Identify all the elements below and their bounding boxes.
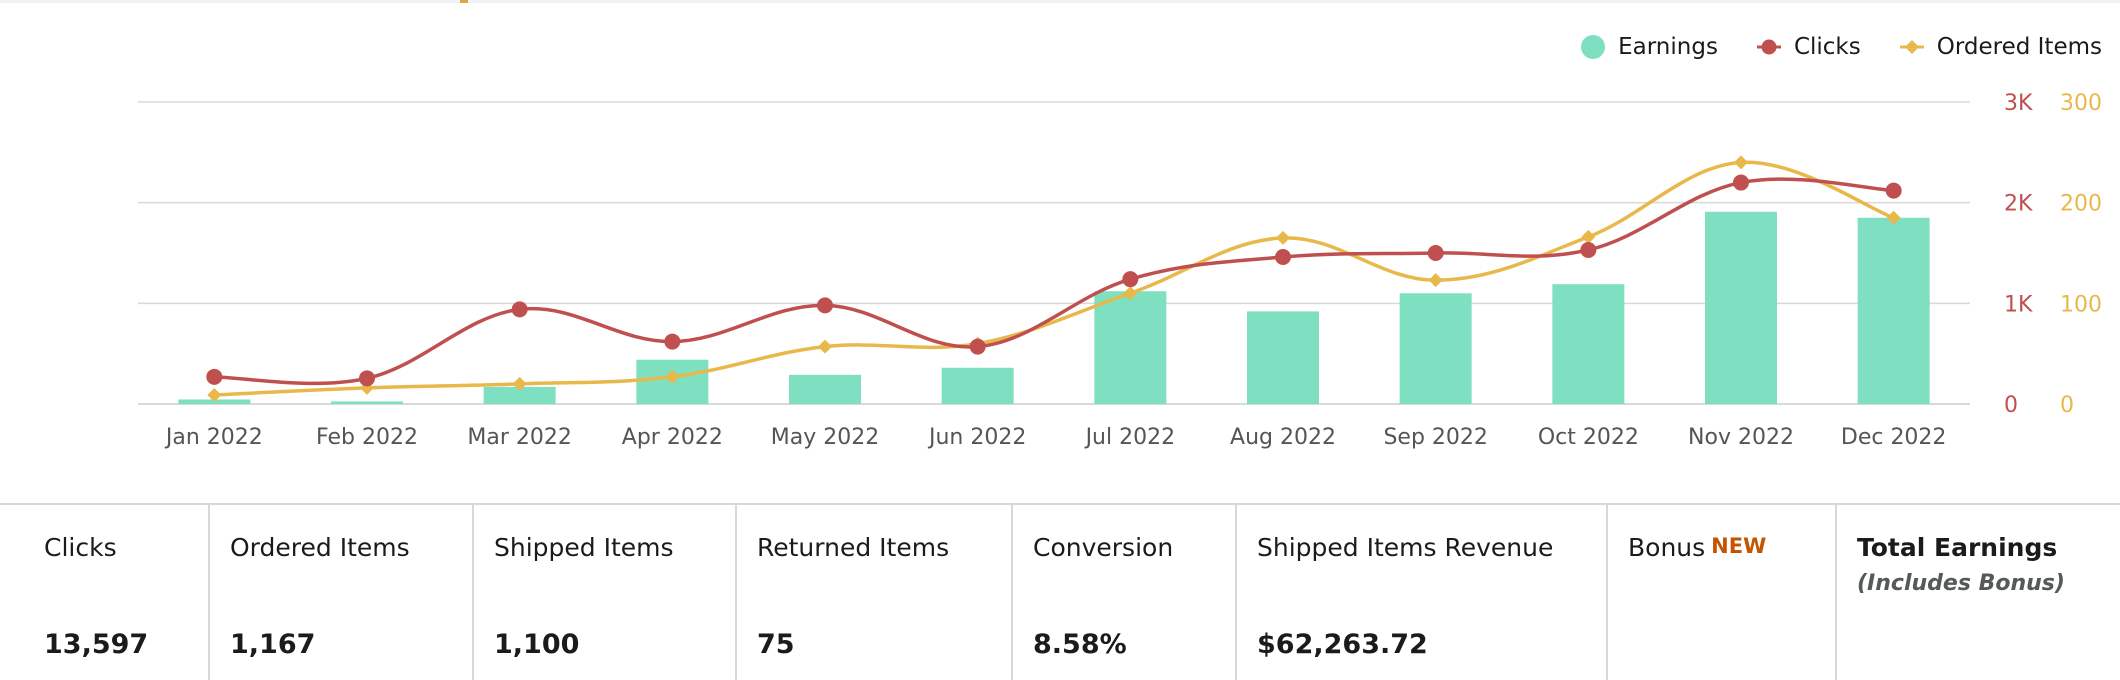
x-axis-tick-label: Feb 2022 (316, 425, 418, 450)
earnings-bar (941, 367, 1014, 404)
ordered-items-point (665, 369, 680, 384)
stats-summary-row: Clicks 13,597 Ordered Items 1,167 Shippe… (0, 503, 2120, 680)
earnings-bar (483, 386, 556, 404)
earnings-bar (1247, 311, 1319, 404)
x-axis-tick-label: Jan 2022 (164, 425, 263, 450)
earnings-bars (178, 211, 1930, 404)
x-axis-tick-label: Sep 2022 (1383, 425, 1487, 450)
clicks-axis-tick: 1K (2004, 292, 2033, 317)
ordered-items-axis-tick: 200 (2060, 192, 2102, 217)
ordered-items-axis-tick: 100 (2060, 292, 2102, 317)
clicks-point (1733, 174, 1749, 191)
clicks-legend-marker (1756, 34, 1782, 60)
stat-bonus[interactable]: Bonus NEW (1608, 505, 1837, 680)
stat-shipped-items[interactable]: Shipped Items 1,100 (474, 505, 737, 680)
clicks-point (1427, 245, 1444, 261)
earnings-bar (331, 401, 403, 404)
clicks-point (511, 301, 528, 318)
stat-value: $62,263.72 (1257, 629, 1428, 660)
ordered-items-point (512, 376, 527, 391)
x-axis-tick-label: Apr 2022 (622, 425, 723, 450)
stat-sublabel: (Includes Bonus) (1857, 571, 2065, 596)
legend-label-ordered-items: Ordered Items (1936, 34, 2102, 60)
earnings-bar (1857, 217, 1930, 404)
x-axis-tick-label: Aug 2022 (1230, 425, 1336, 450)
stat-label: Ordered Items (230, 533, 410, 562)
ordered-items-point (818, 339, 832, 354)
stat-value: 1,167 (230, 629, 316, 660)
ordered-items-line (214, 160, 1895, 397)
earnings-bar (789, 374, 861, 404)
legend-label-earnings: Earnings (1618, 34, 1718, 60)
stat-returned-items[interactable]: Returned Items 75 (737, 505, 1013, 680)
stat-label: Shipped Items Revenue (1257, 533, 1554, 562)
clicks-axis-tick: 2K (2004, 192, 2033, 217)
chart-axis-labels: 0 1K 2K 3K 0 100 200 300 Jan 2022 Feb 2022 Mar 202… (164, 91, 2102, 450)
ordered-items-legend-marker (1899, 34, 1925, 60)
clicks-point (1122, 271, 1139, 288)
stat-label: Bonus NEW (1628, 533, 1766, 562)
top-divider (0, 0, 2120, 3)
clicks-axis-tick: 3K (2004, 91, 2033, 116)
legend-item-ordered-items[interactable]: Ordered Items (1899, 34, 2102, 60)
x-axis-tick-label: Nov 2022 (1688, 425, 1794, 450)
clicks-point (1275, 249, 1291, 266)
stat-value: 13,597 (44, 629, 149, 660)
stat-label: Total Earnings (1857, 533, 2058, 562)
stat-value: 8.58% (1033, 629, 1127, 660)
new-badge: NEW (1711, 534, 1767, 558)
stat-conversion[interactable]: Conversion 8.58% (1013, 505, 1237, 680)
legend-item-clicks[interactable]: Clicks (1756, 34, 1861, 60)
stat-ordered-items[interactable]: Ordered Items 1,167 (210, 505, 474, 680)
earnings-bar (1399, 293, 1472, 404)
x-axis-tick-label: Jul 2022 (1084, 425, 1176, 450)
tab-indicator (460, 0, 468, 3)
stat-value: 1,100 (494, 629, 580, 660)
stat-label: Clicks (44, 533, 117, 562)
stat-label: Conversion (1033, 533, 1174, 562)
clicks-axis-tick: 0 (2004, 393, 2018, 418)
x-axis-tick-label: Jun 2022 (927, 425, 1026, 450)
clicks-point (969, 338, 986, 355)
stat-label: Shipped Items (494, 533, 674, 562)
ordered-items-point (1123, 286, 1138, 301)
x-axis-tick-label: Dec 2022 (1841, 425, 1947, 450)
clicks-point (664, 333, 681, 350)
clicks-point (206, 368, 223, 385)
legend-label-clicks: Clicks (1793, 34, 1861, 60)
clicks-line (214, 177, 1894, 386)
clicks-point (359, 370, 375, 387)
ordered-items-point (1581, 229, 1596, 244)
earnings-bar (1094, 291, 1167, 404)
stat-value: 75 (757, 629, 795, 660)
chart-legend: Earnings Clicks Ordered Items (1580, 34, 2102, 60)
ordered-items-point (1734, 155, 1748, 170)
legend-item-earnings[interactable]: Earnings (1580, 34, 1718, 60)
stat-total-earnings[interactable]: Total Earnings (Includes Bonus) (1837, 505, 2120, 680)
stat-label: Returned Items (757, 533, 950, 562)
ordered-items-point (207, 387, 222, 402)
ordered-items-axis-tick: 0 (2060, 393, 2074, 418)
ordered-items-axis-tick: 300 (2060, 91, 2102, 116)
clicks-point (1885, 182, 1902, 199)
stat-shipped-items-revenue[interactable]: Shipped Items Revenue $62,263.72 (1237, 505, 1608, 680)
ordered-items-point (1276, 230, 1290, 245)
earnings-bar (1705, 211, 1777, 404)
bonus-label: Bonus (1628, 533, 1706, 562)
chart-points (206, 155, 1902, 402)
ordered-items-point (1886, 210, 1901, 225)
clicks-point (817, 297, 833, 314)
ordered-items-point (1428, 273, 1443, 288)
x-axis-tick-label: Oct 2022 (1538, 425, 1639, 450)
chart-lines (214, 160, 1895, 397)
stat-clicks[interactable]: Clicks 13,597 (0, 505, 210, 680)
x-axis-tick-label: Mar 2022 (467, 425, 572, 450)
x-axis-tick-label: May 2022 (771, 425, 879, 450)
earnings-bar (1552, 284, 1625, 404)
chart-gridlines (138, 101, 1970, 405)
earnings-legend-dot (1580, 34, 1606, 60)
clicks-point (1580, 241, 1597, 258)
performance-chart: 0 1K 2K 3K 0 100 200 300 Jan 2022 Feb 2022 Mar 202… (138, 91, 2102, 450)
